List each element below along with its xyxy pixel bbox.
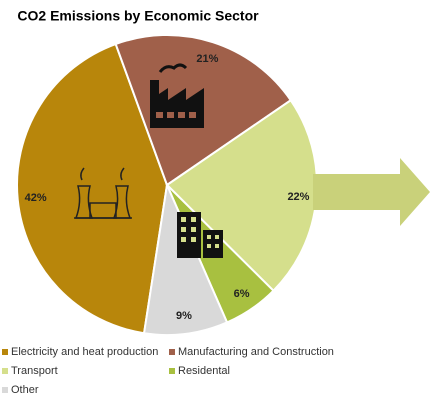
pie-slice	[142, 181, 229, 336]
legend-label: Manufacturing and Construction	[178, 346, 334, 358]
slice-label: 9%	[176, 310, 192, 322]
factory-icon	[150, 63, 204, 128]
legend-label: Residental	[178, 365, 230, 377]
legend-label: Other	[11, 384, 39, 396]
legend-marker	[169, 368, 175, 374]
legend-marker	[2, 368, 8, 374]
arrow	[313, 158, 430, 226]
pie-slice	[16, 42, 169, 335]
slice-label: 6%	[234, 288, 250, 300]
slice-label: 22%	[287, 191, 309, 203]
chart-title: CO2 Emissions by Economic Sector	[17, 8, 259, 24]
legend: Electricity and heat production Manufactu…	[2, 346, 334, 396]
legend-marker	[169, 349, 175, 355]
slice-label: 42%	[25, 192, 47, 204]
power-plant-icon	[74, 167, 132, 219]
pie	[16, 34, 318, 336]
legend-label: Transport	[11, 365, 58, 377]
legend-label: Electricity and heat production	[11, 346, 158, 358]
slice-label: 21%	[196, 53, 218, 65]
legend-marker	[2, 387, 8, 393]
buildings-icon	[177, 212, 223, 258]
legend-marker	[2, 349, 8, 355]
